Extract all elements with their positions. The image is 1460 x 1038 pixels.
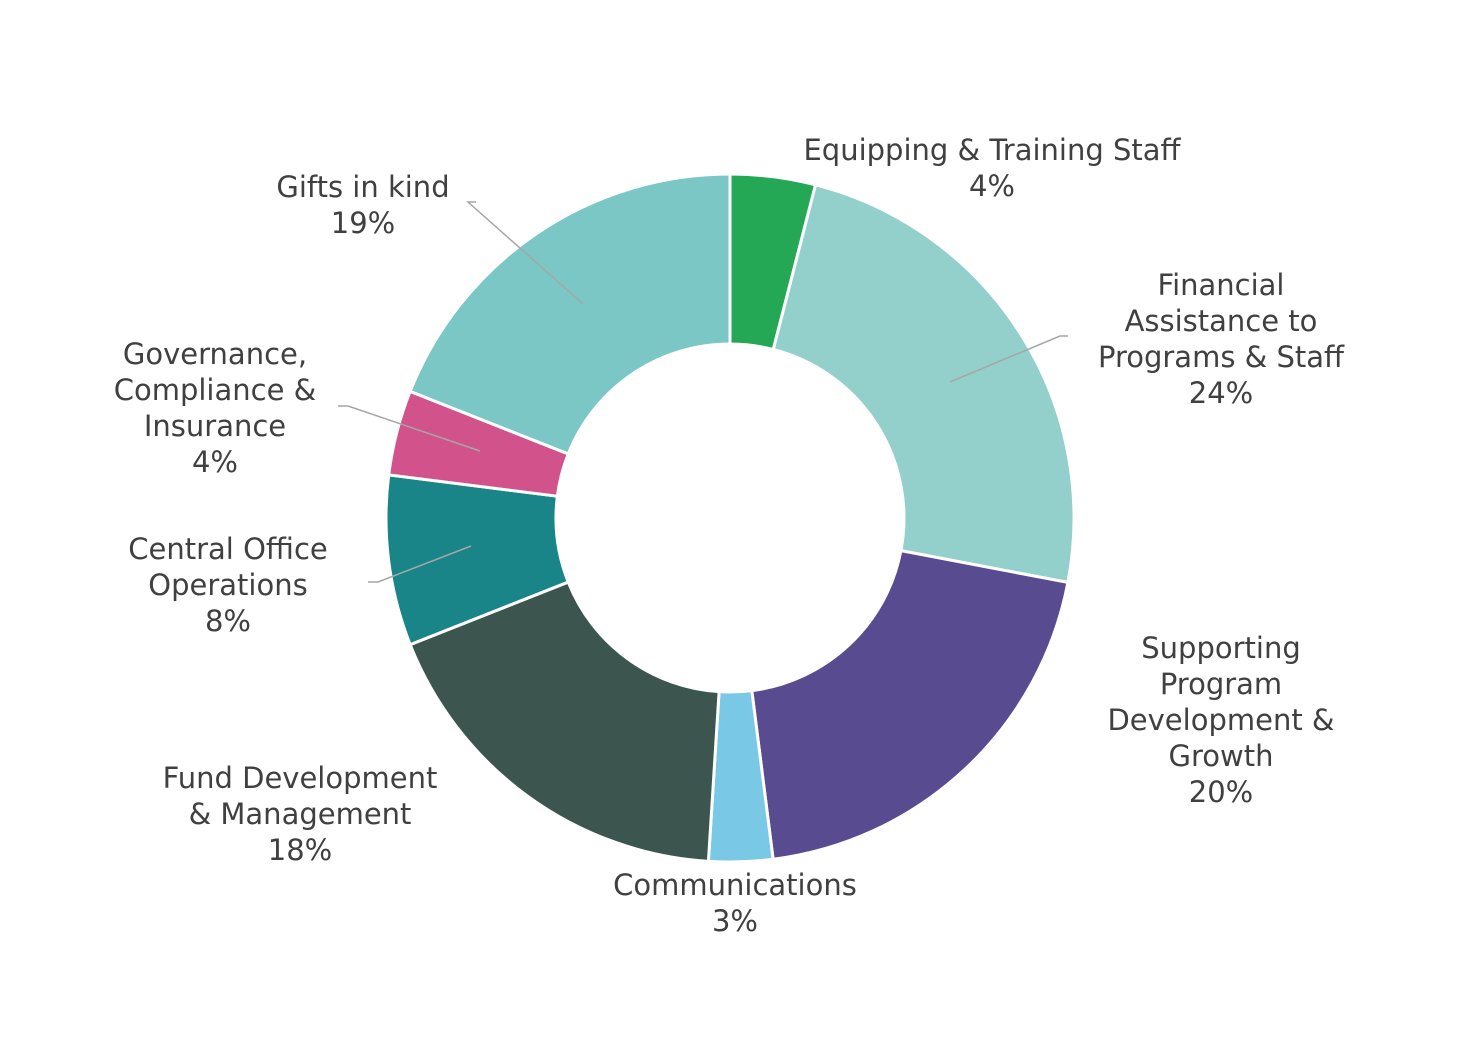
slice-label: Central Office Operations 8% [128,532,327,638]
slice-labels: Equipping & Training Staff 4%Financial Ass… [114,133,1345,938]
slice-label: Fund Development & Management 18% [163,761,438,867]
slice-label-value: 4% [192,445,238,479]
slice-label: Communications 3% [613,868,857,938]
leader-lines [338,201,1068,583]
slice-label-text: Financial [1158,268,1285,302]
slice-label-text: Central Office [128,532,327,566]
slice-label-text: Assistance to [1125,304,1318,338]
slice-label-value: 8% [205,604,251,638]
slice-label-text: Fund Development [163,761,438,795]
slice-label-text: Gifts in kind [276,170,449,204]
slice-label-text: Equipping & Training Staff [803,133,1181,167]
slice-label-text: Program [1160,667,1282,701]
slice-label-text: Governance, [123,337,307,371]
donut-slices [384,172,1076,864]
slice-label-text: & Management [189,797,412,831]
slice-label-value: 4% [969,169,1015,203]
slice-label-value: 24% [1189,376,1253,410]
slice-label-text: Programs & Staff [1098,340,1345,374]
slice-label-value: 18% [268,833,332,867]
slice-financial-assistance-to-programs-staff [771,182,1076,585]
slice-label: Equipping & Training Staff 4% [803,133,1181,203]
slice-label-value: 20% [1189,775,1253,809]
slice-fund-development-management [408,580,721,863]
slice-gifts-in-kind [408,172,732,456]
slice-label: Gifts in kind 19% [276,170,449,240]
slice-supporting-program-development-growth [750,548,1070,861]
slice-label-text: Operations [148,568,307,602]
slice-label-text: Development & [1107,703,1334,737]
slice-label-text: Supporting [1141,631,1301,665]
slice-label: Supporting Program Development & Growth 20% [1107,631,1334,809]
slice-label-text: Compliance & [114,373,317,407]
leader-line [368,545,472,583]
slice-label-text: Growth [1169,739,1274,773]
leader-line [949,335,1068,383]
slice-label-text: Communications [613,868,857,902]
leader-line [466,201,584,305]
slice-label-text: Insurance [144,409,286,443]
slice-label-value: 19% [331,206,395,240]
slice-label: Financial Assistance to Programs & Staff 24… [1098,268,1345,410]
slice-label: Governance, Compliance & Insurance 4% [114,337,317,479]
slice-label-value: 3% [712,904,758,938]
leader-line [338,405,481,452]
